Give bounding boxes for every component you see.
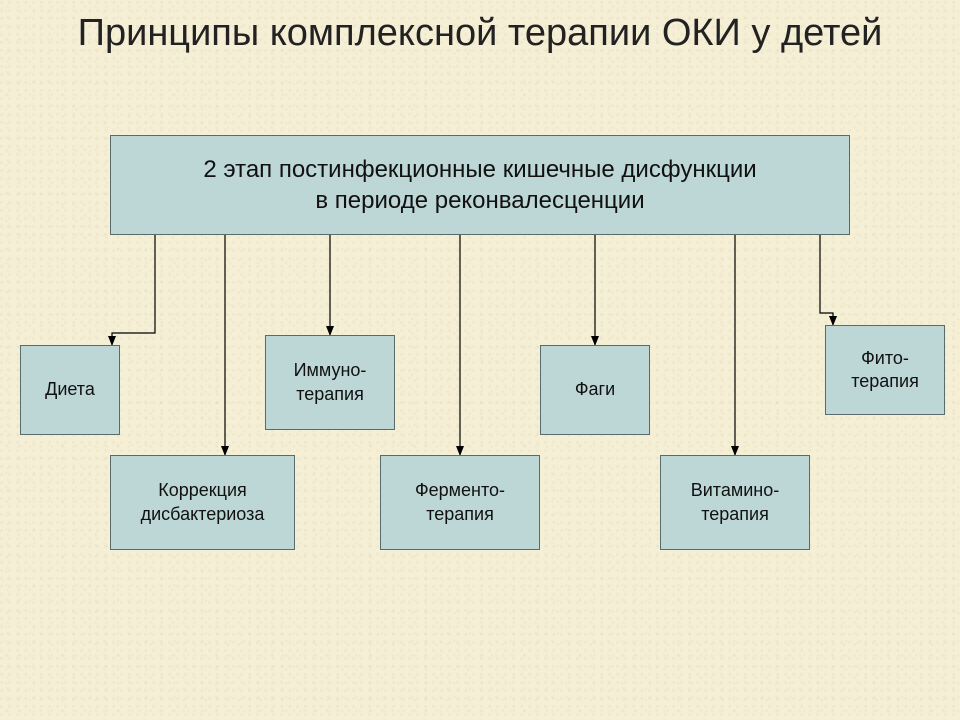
node-dysbio: Коррекциядисбактериоза (110, 455, 295, 550)
node-diet: Диета (20, 345, 120, 435)
node-fermento: Ферменто-терапия (380, 455, 540, 550)
node-immuno: Иммуно-терапия (265, 335, 395, 430)
node-phyto: Фито-терапия (825, 325, 945, 415)
node-phage: Фаги (540, 345, 650, 435)
node-vitamin: Витамино-терапия (660, 455, 810, 550)
page-title: Принципы комплексной терапии ОКИ у детей (0, 10, 960, 58)
arrows-layer (0, 0, 960, 720)
root-node: 2 этап постинфекционные кишечные дисфунк… (110, 135, 850, 235)
